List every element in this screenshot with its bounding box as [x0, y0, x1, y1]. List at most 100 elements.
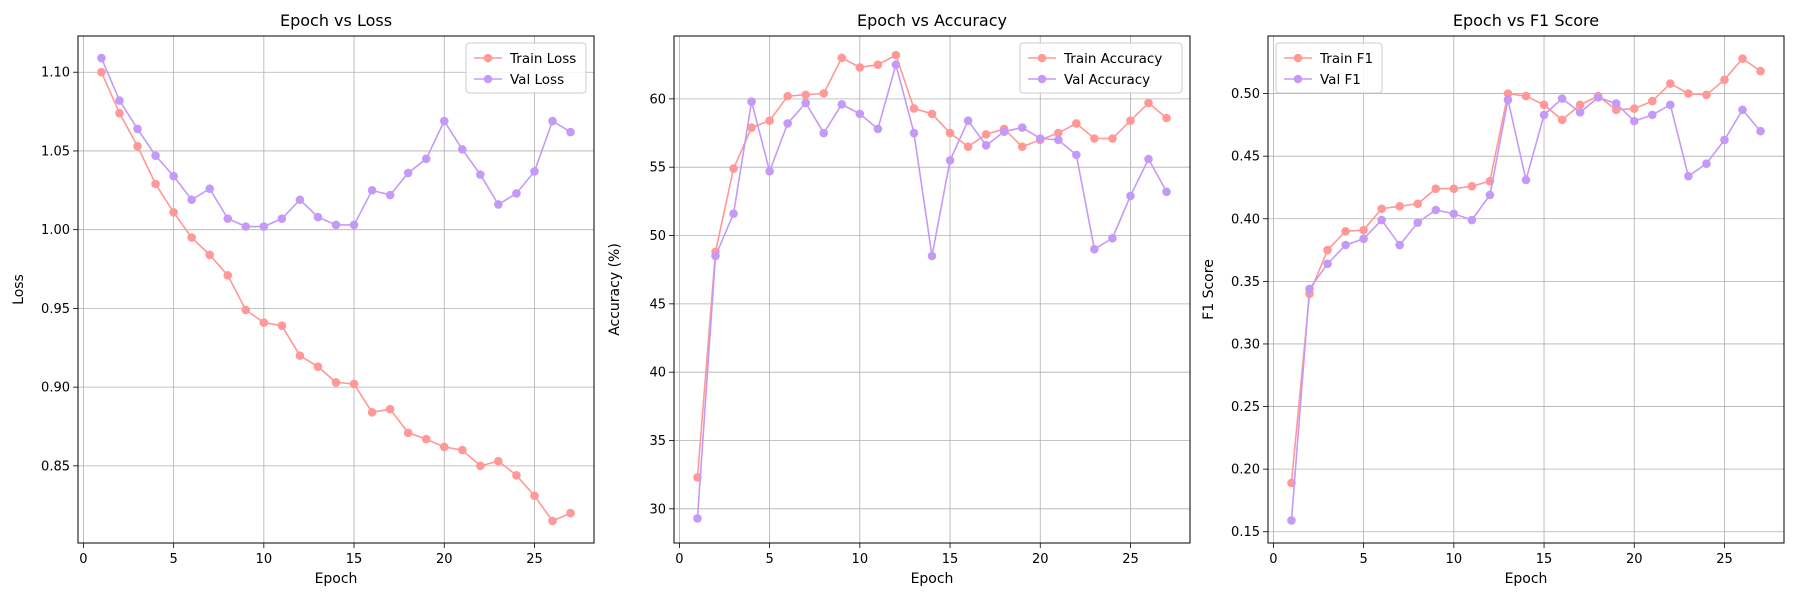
data-point [873, 124, 883, 134]
data-point [801, 90, 811, 100]
chart-3: 0 5 10 15 20 25 0.15 0.20 0.25 0.30 0.35 0.40 0.45 0.… [1201, 11, 1785, 587]
data-point [367, 186, 377, 195]
data-point [1557, 94, 1567, 103]
data-point [1126, 116, 1135, 126]
data-point [1144, 154, 1153, 164]
x-tick-label: 5 [169, 552, 177, 567]
y-tick-label: 35 [649, 434, 666, 449]
data-point [963, 142, 973, 151]
x-tick-label: 25 [1122, 552, 1139, 567]
legend-box [1019, 42, 1183, 94]
data-point [1593, 93, 1603, 102]
y-tick-label: 0.95 [41, 302, 70, 317]
data-point [259, 222, 269, 231]
legend: Train Accuracy Val Accuracy [1019, 42, 1183, 94]
data-point [1090, 244, 1099, 254]
data-point [530, 167, 539, 176]
y-tick-label: 50 [649, 229, 666, 244]
legend: Train Loss Val Loss [465, 42, 587, 94]
data-point [1144, 98, 1153, 108]
data-point [1720, 135, 1729, 145]
y-tick-label: 55 [649, 161, 666, 176]
data-point [187, 195, 196, 205]
data-point [1503, 89, 1513, 98]
legend-label: Train Loss [509, 51, 576, 67]
data-point [1629, 104, 1639, 113]
data-point [205, 184, 215, 194]
x-tick-label: 0 [1269, 552, 1277, 567]
y-axis-label: F1 Score [1201, 259, 1217, 320]
y-tick-label: 40 [649, 366, 666, 381]
data-point [1684, 171, 1693, 181]
x-axis-label: Epoch [1505, 571, 1548, 587]
data-point [151, 179, 160, 189]
y-tick-label: 1.05 [41, 144, 70, 159]
x-tick-label: 0 [675, 552, 683, 567]
x-tick-label: 15 [1536, 552, 1553, 567]
data-point [927, 109, 937, 119]
data-point [1431, 184, 1441, 194]
legend-box [1275, 42, 1383, 94]
x-tick-label: 10 [1446, 552, 1463, 567]
data-point [187, 233, 196, 242]
data-point [1666, 79, 1675, 88]
data-point [476, 170, 485, 179]
data-point [1035, 134, 1045, 143]
data-point [855, 109, 865, 119]
x-tick-label: 20 [1032, 552, 1049, 567]
data-point [819, 128, 829, 138]
data-point [133, 124, 142, 134]
data-point [151, 151, 160, 160]
data-point [1395, 201, 1405, 211]
data-point [1287, 516, 1296, 525]
data-point [1539, 110, 1549, 120]
y-tick-label: 0.25 [1231, 400, 1260, 415]
data-point [1467, 215, 1477, 225]
data-point [313, 212, 323, 222]
data-point [295, 351, 305, 360]
axes-frame [77, 35, 595, 544]
y-tick-label: 0.35 [1231, 275, 1260, 290]
data-point [1702, 159, 1711, 168]
x-tick-label: 5 [765, 552, 773, 567]
data-point [385, 404, 395, 414]
data-point [169, 171, 178, 181]
data-point [97, 67, 106, 77]
data-point [1162, 187, 1171, 197]
data-point [512, 189, 521, 198]
legend-label: Train Accuracy [1063, 51, 1162, 67]
legend-label: Val Loss [510, 72, 564, 88]
data-point [1756, 126, 1765, 136]
y-tick-label: 0.40 [1231, 212, 1260, 227]
data-point [747, 97, 756, 106]
data-point [1431, 205, 1441, 215]
data-point [1359, 234, 1368, 244]
data-point [403, 168, 413, 178]
y-tick-label: 0.20 [1231, 463, 1260, 478]
data-point [1738, 105, 1747, 115]
data-point [1377, 215, 1386, 225]
data-point [512, 470, 521, 480]
data-point [349, 379, 359, 389]
data-point [1503, 95, 1513, 105]
data-point [1108, 233, 1117, 243]
legend-marker [1293, 74, 1303, 84]
x-axis-label: Epoch [315, 571, 358, 587]
y-axis-label: Loss [11, 274, 27, 305]
data-point [133, 141, 142, 151]
x-axis-label: Epoch [911, 571, 954, 587]
data-point [331, 378, 341, 387]
data-point [1072, 119, 1081, 128]
y-tick-label: 1.00 [41, 223, 70, 238]
y-tick-label: 0.85 [41, 459, 70, 474]
data-point [1647, 110, 1657, 120]
data-point [331, 220, 341, 230]
chart-title: Epoch vs F1 Score [1453, 11, 1599, 30]
data-point [909, 128, 919, 138]
data-point [729, 209, 738, 218]
data-point [1395, 240, 1405, 250]
data-point [945, 128, 955, 138]
data-point [439, 116, 449, 126]
data-point [1377, 204, 1386, 214]
